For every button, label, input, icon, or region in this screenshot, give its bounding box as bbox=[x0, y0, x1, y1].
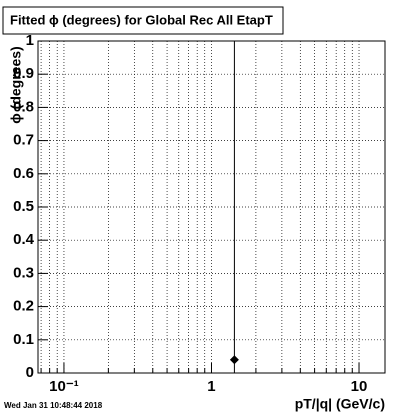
y-tick-label: 0.9 bbox=[13, 65, 34, 82]
plot-frame bbox=[37, 40, 386, 374]
point bbox=[229, 355, 239, 365]
x-tick-label: 10 bbox=[351, 378, 368, 395]
y-tick-label: 0.3 bbox=[13, 264, 34, 281]
y-tick-label: 0.8 bbox=[13, 98, 34, 115]
title-box bbox=[2, 6, 284, 35]
y-axis-label: ϕ (degrees) bbox=[8, 46, 24, 123]
y-tick-label: 0.2 bbox=[13, 298, 34, 315]
footer-date: Wed Jan 31 10:48:44 2018 bbox=[4, 401, 103, 410]
x-tick-label: 10⁻¹ bbox=[49, 378, 79, 395]
y-tick-label: 0.1 bbox=[13, 331, 34, 348]
y-tick-label: 0.4 bbox=[13, 231, 35, 248]
y-tick-label: 0 bbox=[26, 364, 34, 381]
x-tick-label: 1 bbox=[207, 378, 215, 395]
y-tick-label: 0.6 bbox=[13, 165, 34, 182]
chart-title: Fitted ϕ (degrees) for Global Rec All Et… bbox=[10, 12, 273, 27]
x-axis-label: pT/|q| (GeV/c) bbox=[295, 396, 385, 412]
y-tick-label: 0.7 bbox=[13, 132, 34, 149]
y-tick-label: 1 bbox=[26, 32, 34, 49]
y-tick-label: 0.5 bbox=[13, 198, 34, 215]
